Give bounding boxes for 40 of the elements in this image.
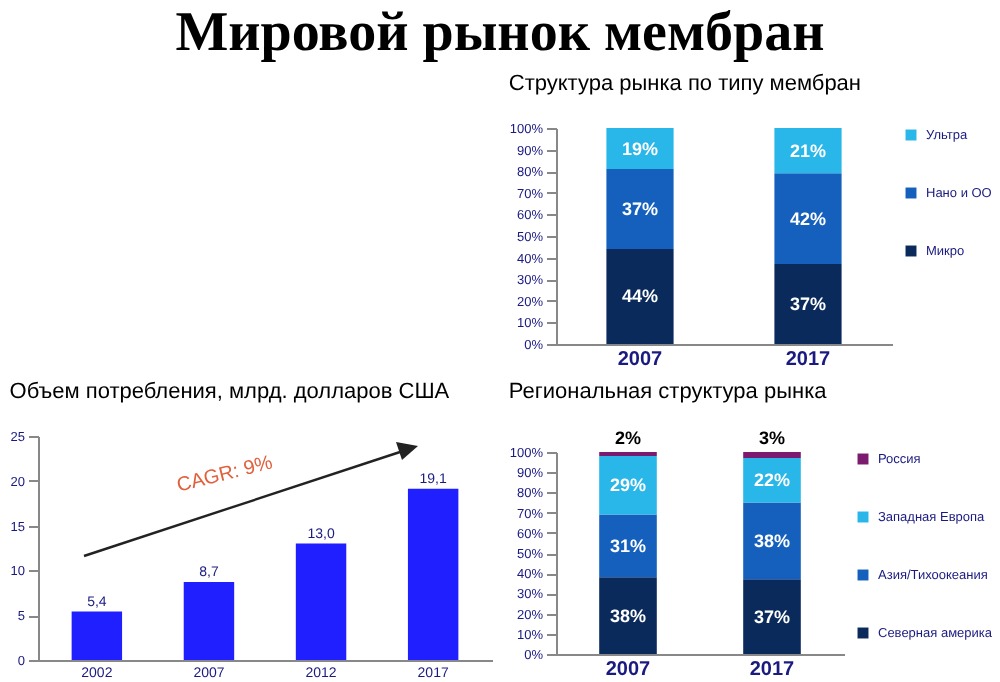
bar [183, 582, 235, 660]
chart-subtitle: Структура рынка по типу мембран [508, 72, 861, 96]
annotation: CAGR: 9% [174, 452, 276, 498]
data-label: 2% [614, 428, 642, 448]
x-tick-label: 2007 [617, 349, 664, 371]
bar [743, 502, 801, 580]
data-label: 38% [609, 605, 647, 626]
bar [407, 488, 459, 660]
data-label: 37% [621, 199, 659, 219]
data-label: 42% [789, 208, 827, 229]
bar [774, 264, 842, 344]
x-tick-label: 2017 [785, 349, 832, 371]
bar [606, 169, 674, 249]
bar [599, 456, 657, 515]
bar [606, 248, 674, 344]
data-label: 19% [621, 138, 659, 159]
bar [743, 458, 801, 503]
data-label: 38% [753, 530, 791, 551]
x-tick-label: 2007 [605, 659, 652, 681]
bar [774, 128, 842, 174]
chart-title: Объем потребления, млрд. долларов США [9, 380, 451, 404]
bar [606, 128, 674, 170]
bar [743, 452, 801, 459]
bar [71, 611, 123, 660]
data-label: 3% [758, 428, 786, 448]
data-label: 44% [621, 286, 659, 307]
data-label: 22% [753, 470, 791, 491]
bar [599, 514, 657, 578]
data-label: 37% [789, 294, 827, 315]
data-label: 37% [753, 606, 791, 627]
bar [743, 579, 801, 654]
bar [295, 543, 347, 660]
bar [599, 577, 657, 654]
data-label: 31% [609, 535, 647, 556]
x-tick-label: 2017 [749, 659, 796, 681]
chart-title: Мировой рынок мембран [173, 0, 827, 68]
data-label: 21% [789, 140, 827, 161]
chart-title: Региональная структура рынка [508, 380, 829, 404]
bar [774, 173, 842, 265]
data-label: 29% [609, 475, 647, 496]
